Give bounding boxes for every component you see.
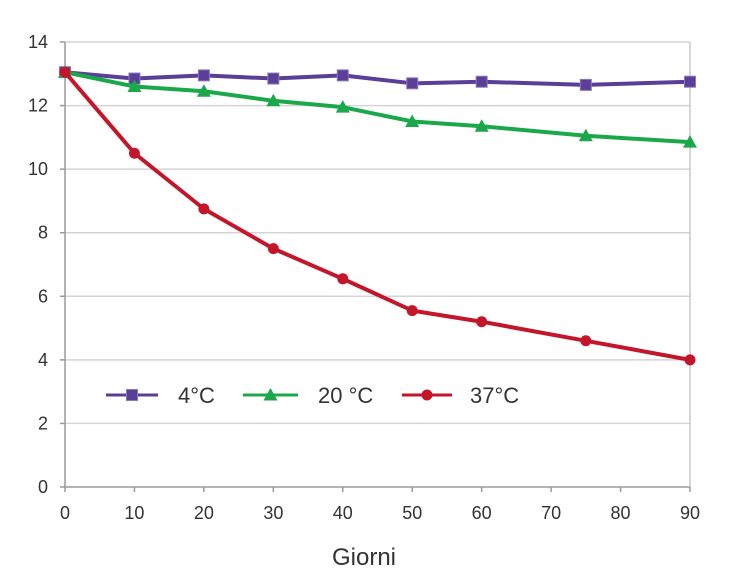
x-tick-label: 70 xyxy=(541,503,561,523)
legend-marker xyxy=(263,388,278,401)
y-tick-label: 2 xyxy=(38,413,48,433)
data-point xyxy=(59,66,71,78)
data-point xyxy=(474,119,489,132)
x-tick-label: 50 xyxy=(402,503,422,523)
data-point xyxy=(198,203,210,215)
plot-frame xyxy=(64,42,691,488)
data-point xyxy=(475,75,488,88)
legend-label: 20 °C xyxy=(318,383,373,408)
x-tick-label: 30 xyxy=(263,503,283,523)
series-0 xyxy=(59,66,696,91)
data-point xyxy=(267,243,279,255)
data-point xyxy=(336,69,349,82)
series-2 xyxy=(59,66,696,366)
y-tick-label: 6 xyxy=(38,286,48,306)
data-point xyxy=(406,305,418,317)
data-point xyxy=(476,316,488,328)
x-tick-label: 20 xyxy=(194,503,214,523)
data-point xyxy=(337,273,349,285)
legend-item-2: 37°C xyxy=(402,383,519,408)
x-tick-label: 90 xyxy=(680,503,700,523)
y-tick-label: 0 xyxy=(38,477,48,497)
series-line xyxy=(63,70,692,87)
x-tick-label: 10 xyxy=(124,503,144,523)
legend-marker xyxy=(126,389,138,401)
data-point xyxy=(128,147,140,159)
data-point xyxy=(266,93,281,107)
data-point xyxy=(684,354,696,366)
data-point xyxy=(684,75,696,88)
series-layer xyxy=(58,65,697,366)
x-axis-label: Giorni xyxy=(332,544,396,571)
legend-label: 4°C xyxy=(178,383,215,408)
y-tick-label: 14 xyxy=(28,32,48,52)
grid-lines xyxy=(65,41,690,425)
data-point xyxy=(127,79,142,92)
data-point xyxy=(683,135,697,148)
y-tick-label: 12 xyxy=(28,96,48,116)
data-point xyxy=(406,77,419,90)
legend: 4°C 20 °C 37°C xyxy=(106,383,519,408)
legend-marker xyxy=(421,389,433,401)
y-tick-label: 4 xyxy=(38,350,48,370)
data-point xyxy=(196,84,211,97)
y-tick-label: 10 xyxy=(28,159,48,179)
x-tick-label: 60 xyxy=(472,503,492,523)
y-tick-label: 8 xyxy=(38,223,48,243)
x-axis-ticks: 0 10 20 30 40 50 60 70 80 90 xyxy=(60,487,700,523)
data-point xyxy=(405,114,420,127)
data-point xyxy=(580,335,592,347)
legend-label: 37°C xyxy=(470,383,519,408)
data-point xyxy=(197,69,210,82)
legend-item-0: 4°C xyxy=(106,383,215,408)
x-tick-label: 40 xyxy=(333,503,353,523)
y-axis-ticks: 0 2 4 6 8 10 12 14 xyxy=(28,32,65,497)
data-point xyxy=(267,72,280,85)
data-point xyxy=(335,100,350,113)
data-point xyxy=(579,78,592,91)
legend-item-1: 20 °C xyxy=(243,383,373,408)
data-point xyxy=(578,128,593,142)
x-tick-label: 80 xyxy=(611,503,631,523)
x-tick-label: 0 xyxy=(60,503,70,523)
